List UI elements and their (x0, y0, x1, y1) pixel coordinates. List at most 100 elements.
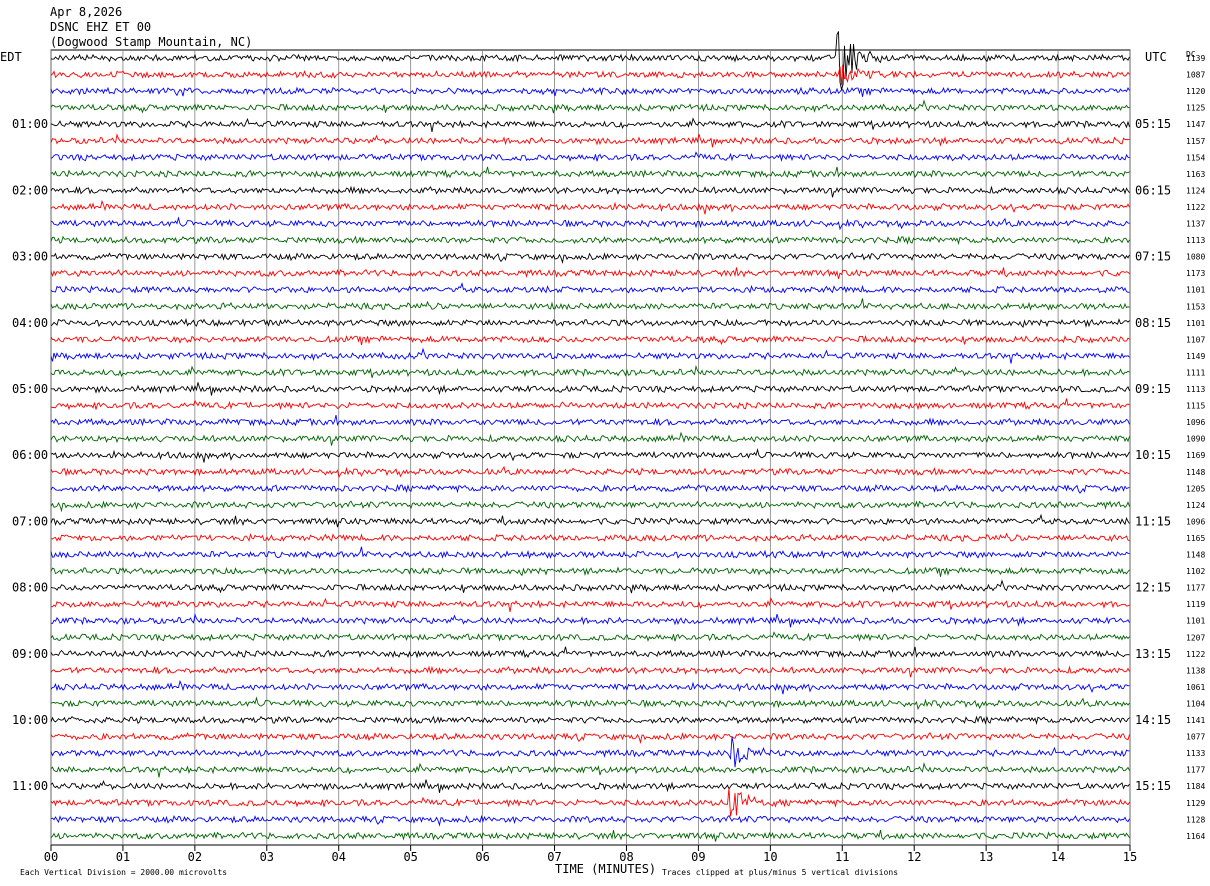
dc-offset-label: 1090 (1186, 435, 1205, 444)
dc-offset-label: 1148 (1186, 468, 1205, 477)
dc-offset-label: 1205 (1186, 484, 1205, 493)
dc-offset-label: 1122 (1186, 203, 1205, 212)
right-hour-label: 06:15 (1135, 183, 1171, 197)
dc-offset-label: 1157 (1186, 137, 1205, 146)
dc-offset-label: 1149 (1186, 352, 1205, 361)
trace-line (50, 99, 1130, 114)
trace-line (50, 133, 1130, 148)
trace-line (51, 696, 1130, 711)
trace-line (50, 787, 1130, 817)
dc-offset-label: 1115 (1186, 402, 1205, 411)
dc-offset-label: 1169 (1186, 451, 1205, 460)
x-axis-title: TIME (MINUTES) (555, 862, 657, 876)
trace-line (50, 736, 1130, 768)
right-hour-label: 07:15 (1135, 250, 1171, 264)
left-hour-label: 09:00 (12, 647, 48, 661)
left-hour-label: 04:00 (12, 316, 48, 330)
dc-offset-label: 1101 (1186, 286, 1205, 295)
dc-header-label: DC (1186, 50, 1196, 59)
trace-line (50, 347, 1130, 364)
trace-line (50, 715, 1130, 725)
dc-offset-label: 1184 (1186, 782, 1205, 791)
dc-offset-label: 1207 (1186, 633, 1205, 642)
trace-line (50, 317, 1130, 329)
scale-note: Each Vertical Division = 2000.00 microvo… (20, 868, 228, 877)
trace-line (50, 665, 1130, 678)
trace-line (50, 579, 1130, 594)
trace-line (50, 465, 1130, 479)
dc-offset-label: 1173 (1186, 269, 1205, 278)
location-label: (Dogwood Stamp Mountain, NC) (50, 35, 253, 49)
trace-line (50, 513, 1130, 528)
x-tick-label: 03 (260, 850, 274, 864)
right-timezone-label: UTC (1145, 50, 1167, 64)
right-hour-label: 05:15 (1135, 117, 1171, 131)
right-hour-label: 13:15 (1135, 647, 1171, 661)
dc-offset-label: 1138 (1186, 666, 1205, 675)
trace-line (50, 31, 1130, 92)
trace-line (50, 814, 1130, 827)
dc-offset-label: 1133 (1186, 749, 1205, 758)
dc-offset-label: 1061 (1186, 683, 1205, 692)
x-tick-label: 06 (475, 850, 489, 864)
dc-offset-label: 1137 (1186, 220, 1205, 229)
trace-line (50, 281, 1130, 294)
dc-offset-label: 1096 (1186, 517, 1205, 526)
trace-line (50, 483, 1130, 494)
right-hour-label: 08:15 (1135, 316, 1171, 330)
trace-line (50, 732, 1130, 745)
dc-offset-label: 1163 (1186, 170, 1205, 179)
trace-line (50, 335, 1130, 346)
right-hour-label: 14:15 (1135, 713, 1171, 727)
left-hour-label: 06:00 (12, 448, 48, 462)
dc-offset-label: 1125 (1186, 104, 1205, 113)
trace-line (50, 117, 1130, 132)
trace-line (50, 151, 1130, 162)
dc-offset-label: 1119 (1186, 600, 1205, 609)
dc-offset-label: 1147 (1186, 120, 1205, 129)
trace-line (50, 566, 1130, 577)
right-hour-label: 11:15 (1135, 514, 1171, 528)
dc-offset-label: 1077 (1186, 733, 1205, 742)
trace-line (50, 500, 1130, 513)
trace-line (50, 199, 1130, 215)
dc-offset-label: 1124 (1186, 186, 1205, 195)
trace-line (50, 86, 1130, 97)
right-hour-label: 10:15 (1135, 448, 1171, 462)
dc-offset-label: 1111 (1186, 368, 1205, 377)
trace-line (50, 631, 1130, 642)
dc-offset-label: 1153 (1186, 302, 1205, 311)
trace-line (50, 431, 1130, 446)
dc-offset-label: 1107 (1186, 335, 1205, 344)
left-hour-label: 05:00 (12, 382, 48, 396)
dc-offset-label: 1113 (1186, 236, 1205, 245)
trace-line (50, 613, 1130, 628)
dc-offset-label: 1177 (1186, 584, 1205, 593)
trace-line (50, 546, 1130, 560)
x-tick-label: 08 (619, 850, 633, 864)
x-tick-label: 09 (691, 850, 705, 864)
x-tick-label: 12 (907, 850, 921, 864)
right-hour-label: 09:15 (1135, 382, 1171, 396)
dc-offset-label: 1128 (1186, 815, 1205, 824)
dc-offset-label: 1164 (1186, 832, 1205, 841)
clip-note: Traces clipped at plus/minus 5 vertical … (662, 868, 899, 877)
dc-offset-label: 1122 (1186, 650, 1205, 659)
trace-line (50, 252, 1130, 265)
trace-line (50, 185, 1130, 198)
right-hour-label: 12:15 (1135, 581, 1171, 595)
dc-offset-label: 1148 (1186, 551, 1205, 560)
dc-offset-label: 1087 (1186, 71, 1205, 80)
trace-line (50, 597, 1130, 612)
trace-line (50, 679, 1130, 695)
left-hour-label: 10:00 (12, 713, 48, 727)
trace-line (50, 532, 1130, 543)
trace-line (50, 414, 1130, 427)
left-hour-label: 11:00 (12, 779, 48, 793)
station-label: DSNC EHZ ET 00 (50, 20, 152, 34)
trace-line (50, 298, 1130, 311)
left-hour-label: 03:00 (12, 250, 48, 264)
trace-line (50, 646, 1130, 659)
trace-line (50, 762, 1130, 778)
left-hour-label: 08:00 (12, 581, 48, 595)
